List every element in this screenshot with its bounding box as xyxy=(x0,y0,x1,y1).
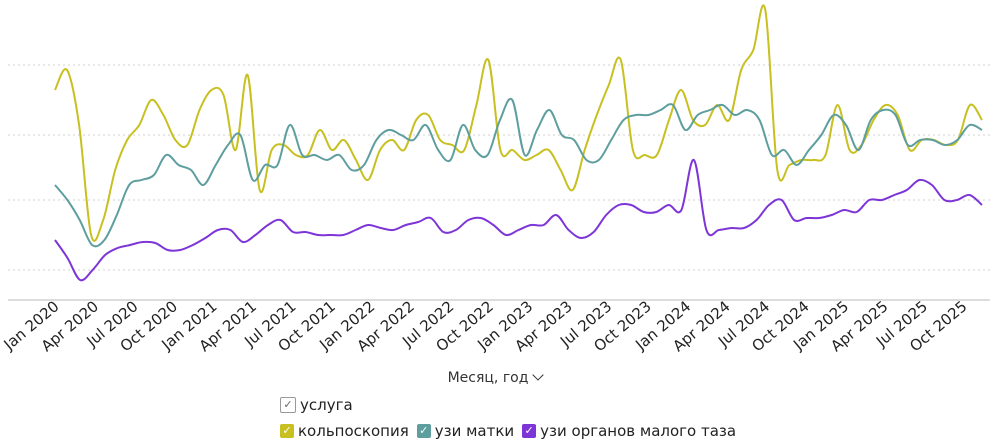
legend-checkbox-colposcopy[interactable]: ✓ xyxy=(280,424,294,438)
x-axis-title-text: Месяц, год xyxy=(447,370,529,386)
legend-label-pelvic-ultrasound: узи органов малого таза xyxy=(540,422,737,440)
x-axis-title[interactable]: Месяц, год xyxy=(0,369,990,386)
legend-item-pelvic-ultrasound[interactable]: ✓ узи органов малого таза xyxy=(522,422,736,440)
legend: ✓ кольпоскопия ✓ узи матки ✓ узи органов… xyxy=(280,422,744,440)
legend-title: услуга xyxy=(300,396,353,414)
legend-select-all-checkbox[interactable]: ✓ xyxy=(280,397,296,413)
legend-label-colposcopy: кольпоскопия xyxy=(298,422,409,440)
series-line-pelvic-ultrasound[interactable] xyxy=(54,158,983,282)
chevron-down-icon[interactable] xyxy=(532,369,545,381)
series-line-colposcopy[interactable] xyxy=(54,4,983,242)
legend-item-colposcopy[interactable]: ✓ кольпоскопия xyxy=(280,422,409,440)
legend-label-uterus-ultrasound: узи матки xyxy=(434,422,515,440)
legend-checkbox-uterus-ultrasound[interactable]: ✓ xyxy=(416,424,431,438)
legend-header[interactable]: ✓ услуга xyxy=(280,396,353,414)
legend-item-uterus-ultrasound[interactable]: ✓ узи матки xyxy=(416,422,515,440)
legend-checkbox-pelvic-ultrasound[interactable]: ✓ xyxy=(522,424,537,438)
series-line-uterus-ultrasound[interactable] xyxy=(54,97,983,248)
